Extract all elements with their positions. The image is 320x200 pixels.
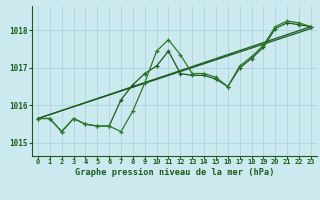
X-axis label: Graphe pression niveau de la mer (hPa): Graphe pression niveau de la mer (hPa) <box>75 168 274 177</box>
